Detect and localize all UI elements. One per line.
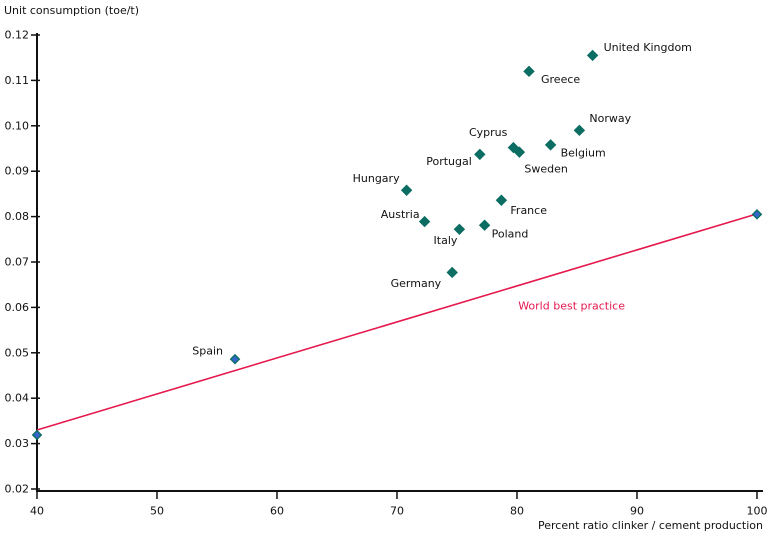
point-label-norway: Norway bbox=[589, 112, 631, 125]
x-tick-label: 50 bbox=[150, 505, 164, 518]
data-point-belgium bbox=[544, 139, 557, 151]
y-tick-label: 0.04 bbox=[5, 392, 30, 405]
point-label-hungary: Hungary bbox=[353, 172, 400, 185]
x-tick-label: 100 bbox=[747, 505, 768, 518]
point-label-united-kingdom: United Kingdom bbox=[604, 41, 692, 54]
x-tick-label: 40 bbox=[30, 505, 44, 518]
y-axis-title: Unit consumption (toe/t) bbox=[4, 4, 140, 17]
best-practice-label: World best practice bbox=[518, 300, 625, 313]
point-label-greece: Greece bbox=[541, 73, 580, 86]
data-point-united-kingdom bbox=[586, 49, 599, 62]
data-point-greece bbox=[523, 65, 535, 78]
y-tick-label: 0.09 bbox=[5, 165, 30, 178]
x-tick-label: 80 bbox=[510, 505, 524, 518]
y-tick-label: 0.03 bbox=[5, 437, 30, 450]
y-tick-label: 0.10 bbox=[5, 119, 30, 132]
data-point-hungary bbox=[400, 184, 413, 196]
data-point-best-practice-min bbox=[31, 429, 43, 441]
point-label-spain: Spain bbox=[192, 345, 223, 358]
best-practice-line bbox=[36, 213, 758, 431]
point-label-germany: Germany bbox=[391, 277, 442, 290]
data-point-norway bbox=[573, 124, 586, 137]
data-point-poland bbox=[478, 219, 491, 231]
y-tick-label: 0.08 bbox=[5, 210, 30, 223]
data-point-best-practice-max bbox=[751, 209, 763, 220]
data-point-portugal bbox=[474, 148, 486, 161]
point-label-portugal: Portugal bbox=[426, 155, 472, 168]
point-label-poland: Poland bbox=[492, 228, 529, 241]
data-point-austria bbox=[418, 215, 431, 228]
point-label-cyprus: Cyprus bbox=[469, 126, 508, 139]
point-label-austria: Austria bbox=[381, 208, 420, 221]
data-point-italy bbox=[453, 223, 466, 236]
point-label-italy: Italy bbox=[434, 234, 458, 247]
x-tick-label: 90 bbox=[630, 505, 644, 518]
data-point-france bbox=[495, 194, 508, 206]
data-point-spain bbox=[229, 353, 241, 365]
y-tick-label: 0.07 bbox=[5, 256, 30, 269]
point-label-sweden: Sweden bbox=[524, 163, 567, 176]
y-tick-label: 0.12 bbox=[5, 29, 30, 42]
x-axis-title: Percent ratio clinker / cement productio… bbox=[538, 519, 763, 532]
y-tick-label: 0.05 bbox=[5, 346, 30, 359]
point-label-france: France bbox=[510, 204, 547, 217]
y-tick-label: 0.06 bbox=[5, 301, 30, 314]
x-tick-label: 70 bbox=[390, 505, 404, 518]
point-label-belgium: Belgium bbox=[561, 146, 606, 159]
data-point-cyprus bbox=[507, 141, 520, 154]
y-tick-label: 0.11 bbox=[5, 74, 30, 87]
y-tick-label: 0.02 bbox=[5, 483, 30, 496]
data-point-germany bbox=[446, 266, 458, 279]
x-tick-label: 60 bbox=[270, 505, 284, 518]
